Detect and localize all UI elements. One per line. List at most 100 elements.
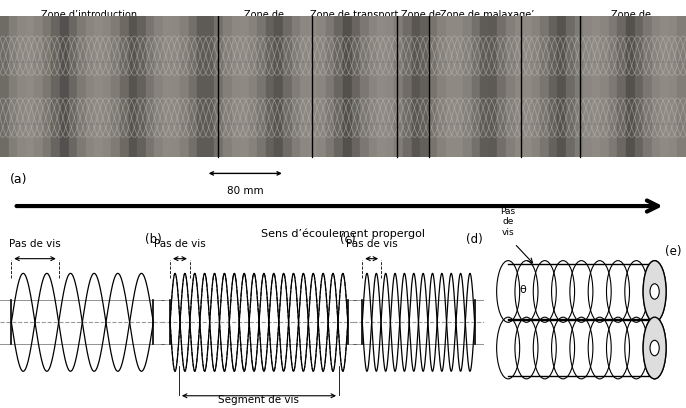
Text: 80 mm: 80 mm <box>227 186 263 196</box>
Bar <box>643 16 652 157</box>
Bar <box>309 16 317 157</box>
Text: Sens d’écoulement propergol: Sens d’écoulement propergol <box>261 228 425 239</box>
Text: Zone de malaxage’: Zone de malaxage’ <box>440 10 534 20</box>
Bar <box>265 16 274 157</box>
Bar <box>652 16 660 157</box>
Ellipse shape <box>643 317 666 379</box>
Bar <box>26 16 34 157</box>
Bar <box>232 16 240 157</box>
Bar <box>488 16 497 157</box>
Bar <box>343 16 351 157</box>
Bar <box>60 16 69 157</box>
Text: Zone de
pompage: Zone de pompage <box>608 10 654 32</box>
Ellipse shape <box>650 284 659 299</box>
Bar <box>351 16 360 157</box>
Bar <box>480 16 488 157</box>
Bar <box>8 16 17 157</box>
Bar <box>403 16 412 157</box>
Text: (c): (c) <box>340 233 355 246</box>
Text: Zone d’introduction: Zone d’introduction <box>41 10 137 20</box>
Bar <box>506 16 514 157</box>
Bar <box>51 16 60 157</box>
Bar <box>154 16 163 157</box>
Bar <box>678 16 686 157</box>
Text: Pas de vis: Pas de vis <box>346 239 397 249</box>
Bar <box>189 16 198 157</box>
Text: (e): (e) <box>665 245 682 258</box>
Bar <box>523 16 532 157</box>
Bar <box>198 16 206 157</box>
Bar <box>326 16 334 157</box>
Text: Zone de
‘remplissage’: Zone de ‘remplissage’ <box>388 10 453 32</box>
Bar <box>335 16 343 157</box>
Text: (a): (a) <box>10 173 28 186</box>
Bar <box>394 16 403 157</box>
Text: θ: θ <box>519 285 526 295</box>
Bar <box>95 16 103 157</box>
Bar <box>549 16 557 157</box>
Bar <box>240 16 248 157</box>
Bar <box>472 16 480 157</box>
Bar <box>120 16 129 157</box>
Text: Pas de vis: Pas de vis <box>154 239 206 249</box>
Bar <box>454 16 463 157</box>
Text: Zone de
‘remplissage’: Zone de ‘remplissage’ <box>231 10 297 32</box>
Bar <box>43 16 51 157</box>
Bar <box>0 16 8 157</box>
Bar <box>514 16 523 157</box>
Bar <box>660 16 669 157</box>
Bar <box>591 16 600 157</box>
Bar <box>541 16 549 157</box>
Bar <box>463 16 472 157</box>
Bar <box>86 16 95 157</box>
Bar <box>206 16 214 157</box>
Text: Zone de transport: Zone de transport <box>310 10 398 20</box>
Text: (d): (d) <box>466 233 483 246</box>
Bar <box>103 16 111 157</box>
Bar <box>557 16 566 157</box>
Bar <box>360 16 369 157</box>
Bar <box>17 16 26 157</box>
Bar <box>257 16 265 157</box>
Text: Pas de vis: Pas de vis <box>9 239 61 249</box>
Ellipse shape <box>650 340 659 356</box>
Bar <box>635 16 643 157</box>
Bar <box>532 16 540 157</box>
Bar <box>497 16 506 157</box>
Bar <box>583 16 591 157</box>
Bar <box>172 16 180 157</box>
Bar <box>438 16 446 157</box>
Bar <box>369 16 377 157</box>
Text: (b): (b) <box>145 233 162 246</box>
Bar <box>566 16 574 157</box>
Text: Pas
de
vis: Pas de vis <box>501 207 516 237</box>
Bar <box>669 16 677 157</box>
Bar <box>69 16 78 157</box>
Bar <box>163 16 172 157</box>
Bar <box>111 16 120 157</box>
Bar <box>283 16 292 157</box>
Bar <box>248 16 257 157</box>
Bar <box>180 16 189 157</box>
Bar <box>300 16 309 157</box>
Bar <box>420 16 429 157</box>
Bar <box>292 16 300 157</box>
Bar <box>129 16 137 157</box>
Bar <box>429 16 438 157</box>
Bar <box>608 16 617 157</box>
Bar <box>617 16 626 157</box>
Bar <box>386 16 394 157</box>
Bar <box>377 16 386 157</box>
Bar <box>77 16 86 157</box>
Bar <box>214 16 223 157</box>
Bar <box>137 16 146 157</box>
Bar <box>574 16 583 157</box>
Bar <box>223 16 232 157</box>
Bar <box>145 16 154 157</box>
Bar <box>600 16 608 157</box>
Bar <box>626 16 635 157</box>
Text: Segment de vis: Segment de vis <box>218 395 300 405</box>
Bar <box>412 16 420 157</box>
Bar <box>274 16 283 157</box>
Ellipse shape <box>643 261 666 322</box>
